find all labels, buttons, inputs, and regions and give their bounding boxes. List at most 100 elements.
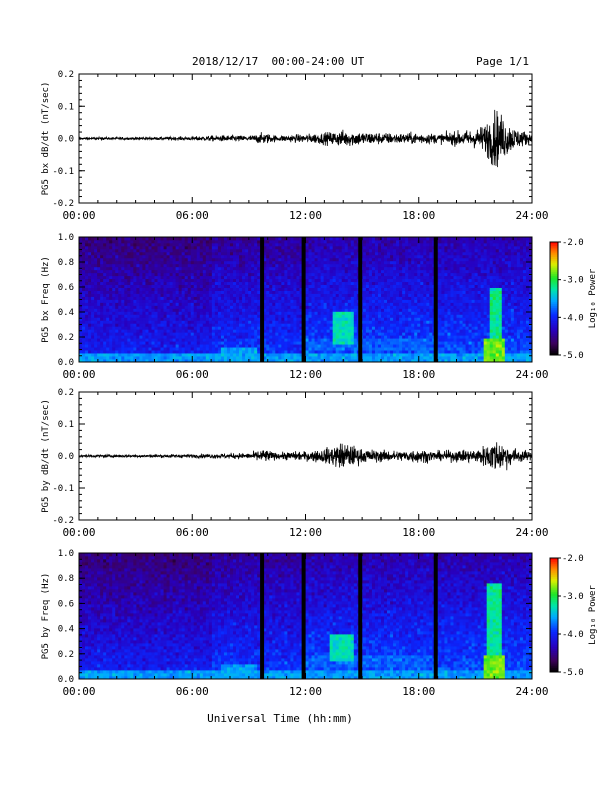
spectrogram-cell xyxy=(417,347,421,351)
spectrogram-cell xyxy=(230,317,234,321)
spectrogram-cell xyxy=(290,242,294,247)
spectrogram-cell xyxy=(112,281,116,286)
spectrogram-cell xyxy=(169,353,174,357)
spectrogram-cell xyxy=(368,260,373,265)
spectrogram-cell xyxy=(205,275,210,280)
spectrogram-cell xyxy=(275,275,279,280)
spectrogram-cell xyxy=(211,260,216,265)
spectrogram-cell xyxy=(320,320,325,324)
spectrogram-cell xyxy=(127,239,131,244)
spectrogram-cell xyxy=(293,293,297,297)
spectrogram-cell xyxy=(166,287,170,291)
spectrogram-cell xyxy=(187,332,192,336)
spectrogram-cell xyxy=(293,242,297,247)
spectrogram-cell xyxy=(341,299,346,303)
spectrogram-cell xyxy=(242,251,246,256)
spectrogram-cell xyxy=(184,237,189,241)
spectrogram-cell xyxy=(381,347,385,351)
spectrogram-cell xyxy=(290,359,294,363)
spectrogram-cell xyxy=(429,359,433,363)
spectrogram-cell xyxy=(405,287,409,291)
spectrogram-cell xyxy=(172,245,177,250)
spectrogram-cell xyxy=(426,263,430,268)
spectrogram-cell xyxy=(124,266,128,271)
spectrogram-cells xyxy=(79,237,533,363)
spectrogram-cell xyxy=(245,245,249,250)
spectrogram-cell xyxy=(326,302,331,306)
spectrogram-cell xyxy=(275,353,279,357)
spectrogram-cell xyxy=(275,296,279,300)
spectrogram-cell xyxy=(202,350,207,354)
spectrogram-cell xyxy=(127,338,131,342)
spectrogram-cell xyxy=(254,338,258,342)
spectrogram-cell xyxy=(341,290,346,294)
spectrogram-cell xyxy=(193,251,198,256)
spectrogram-cell xyxy=(127,299,131,303)
spectrogram-cell xyxy=(121,341,125,345)
spectrogram-cell xyxy=(371,311,376,315)
spectrogram-cell xyxy=(239,353,243,357)
spectrogram-cell xyxy=(344,314,349,318)
spectrogram-cell xyxy=(217,293,222,297)
spectrogram-cell xyxy=(368,311,373,315)
spectrogram-cell xyxy=(118,305,122,309)
spectrogram-cell xyxy=(387,356,391,360)
spectrogram-cell xyxy=(154,257,158,262)
spectrogram-cell xyxy=(97,257,101,262)
spectrogram-cell xyxy=(399,314,403,318)
spectrogram-cell xyxy=(263,245,267,250)
spectrogram-cell xyxy=(332,347,337,351)
spectrogram-cell xyxy=(88,353,92,357)
spectrogram-cell xyxy=(296,305,300,309)
spectrogram-cell xyxy=(341,317,346,321)
spectrogram-cell xyxy=(350,335,355,339)
spectrogram-cell xyxy=(305,299,309,303)
spectrogram-cell xyxy=(293,239,297,244)
spectrogram-cell xyxy=(236,251,240,256)
spectrogram-cell xyxy=(257,305,261,309)
spectrogram-cell xyxy=(329,293,334,297)
spectrogram-cell xyxy=(278,302,282,306)
spectrogram-cell xyxy=(396,290,400,294)
spectrogram-cell xyxy=(275,281,279,286)
spectrogram-cell xyxy=(417,314,421,318)
spectrogram-cell xyxy=(420,344,424,348)
spectrogram-cell xyxy=(217,326,222,330)
spectrogram-cell xyxy=(242,341,246,345)
spectrogram-cell xyxy=(338,290,343,294)
spectrogram-cell xyxy=(169,335,174,339)
spectrogram-cell xyxy=(190,260,195,265)
spectrogram-cell xyxy=(133,278,137,283)
spectrogram-cell xyxy=(115,278,119,283)
spectrogram-cell xyxy=(127,302,131,306)
spectrogram-cell xyxy=(133,356,137,360)
spectrogram-cell xyxy=(217,257,222,262)
spectrogram-cell xyxy=(112,260,116,265)
spectrogram-cell xyxy=(314,269,318,274)
spectrogram-cell xyxy=(91,350,95,354)
spectrogram-cell xyxy=(393,287,397,291)
spectrogram-cell xyxy=(193,305,198,309)
spectrogram-cell xyxy=(290,356,294,360)
spectrogram-cell xyxy=(299,248,303,253)
spectrogram-cell xyxy=(118,263,122,268)
spectrogram-cell xyxy=(236,287,240,291)
spectrogram-cell xyxy=(248,237,252,241)
spectrogram-cell xyxy=(91,314,95,318)
spectrogram-cell xyxy=(287,326,291,330)
spectrogram-cell xyxy=(296,242,300,247)
spectrogram-cell xyxy=(79,275,83,280)
spectrogram-cell xyxy=(151,257,155,262)
spectrogram-cell xyxy=(88,320,92,324)
spectrogram-cell xyxy=(124,278,128,283)
spectrogram-cell xyxy=(94,239,98,244)
spectrogram-cell xyxy=(284,293,288,297)
spectrogram-cell xyxy=(281,323,285,327)
spectrogram-cell xyxy=(266,275,270,280)
spectrogram-cell xyxy=(91,237,95,241)
spectrogram-cell xyxy=(344,353,349,357)
spectrogram-cell xyxy=(287,299,291,303)
spectrogram-cell xyxy=(151,317,155,321)
spectrogram-cell xyxy=(91,347,95,351)
spectrogram-cell xyxy=(160,356,164,360)
